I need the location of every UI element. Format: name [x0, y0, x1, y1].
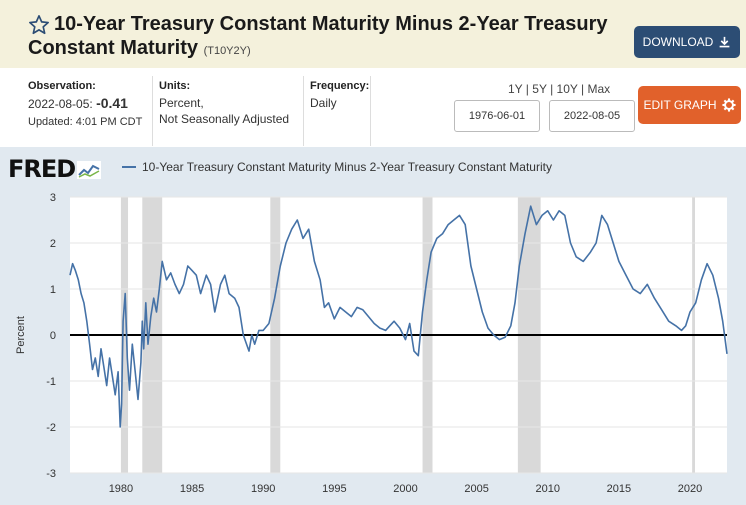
legend-label: 10-Year Treasury Constant Maturity Minus… [142, 160, 552, 174]
observation-row: 2022-08-05: -0.41 [28, 94, 128, 114]
units-line1: Percent, [159, 96, 204, 110]
y-tick-label: -1 [46, 376, 56, 388]
observation-value: -0.41 [96, 95, 128, 111]
x-tick-label: 1980 [109, 483, 133, 495]
y-tick-label: 0 [50, 330, 56, 342]
range-10y[interactable]: 10Y [556, 82, 578, 96]
observation-label: Observation: [28, 80, 96, 92]
start-date-input[interactable]: 1976-06-01 [454, 100, 540, 132]
units-line2: Not Seasonally Adjusted [159, 112, 290, 126]
range-1y[interactable]: 1Y [508, 82, 523, 96]
y-tick-label: 3 [50, 192, 56, 204]
observation-date: 2022-08-05: [28, 97, 93, 111]
fred-logo: FRED [8, 155, 102, 183]
x-tick-label: 2015 [607, 483, 631, 495]
units-label: Units: [159, 80, 191, 92]
gear-icon [722, 98, 736, 112]
y-axis-label: Percent [15, 316, 27, 354]
edit-graph-button[interactable]: EDIT GRAPH [638, 86, 741, 124]
page-title: 10-Year Treasury Constant Maturity Minus… [28, 12, 608, 63]
frequency-label: Frequency: [310, 80, 370, 92]
divider [303, 76, 304, 146]
download-icon [719, 36, 730, 47]
chart-legend[interactable]: 10-Year Treasury Constant Maturity Minus… [122, 160, 552, 174]
x-tick-label: 2020 [678, 483, 702, 495]
star-icon[interactable] [28, 14, 50, 36]
header-bar [0, 0, 746, 68]
x-tick-label: 2000 [393, 483, 417, 495]
x-tick-label: 1990 [251, 483, 275, 495]
series-code: (T10Y2Y) [203, 45, 251, 57]
legend-swatch [122, 166, 136, 168]
range-5y[interactable]: 5Y [532, 82, 547, 96]
chart-plot: -3 -2 -1 0 1 2 3 1980 1985 1990 1995 2000 2005 2010 20… [15, 192, 728, 495]
fred-logo-text: FRED [8, 155, 76, 183]
end-date-input[interactable]: 2022-08-05 [549, 100, 635, 132]
y-tick-label: -2 [46, 422, 56, 434]
divider [152, 76, 153, 146]
x-tick-label: 1985 [180, 483, 204, 495]
x-tick-label: 2005 [464, 483, 488, 495]
download-label: DOWNLOAD [642, 35, 714, 49]
fred-logo-icon [77, 161, 102, 179]
x-tick-label: 1995 [322, 483, 346, 495]
y-tick-label: -3 [46, 468, 56, 480]
series-title: 10-Year Treasury Constant Maturity Minus… [28, 13, 608, 59]
frequency-value: Daily [310, 96, 337, 110]
x-tick-label: 2010 [535, 483, 559, 495]
edit-graph-label: EDIT GRAPH [643, 98, 717, 112]
updated-time: Updated: 4:01 PM CDT [28, 116, 143, 128]
y-tick-label: 2 [50, 238, 56, 250]
y-tick-label: 1 [50, 284, 56, 296]
download-button[interactable]: DOWNLOAD [634, 26, 740, 58]
range-links: 1Y | 5Y | 10Y | Max [508, 82, 611, 96]
range-max[interactable]: Max [587, 82, 611, 96]
series-line [69, 205, 728, 428]
divider [370, 76, 371, 146]
